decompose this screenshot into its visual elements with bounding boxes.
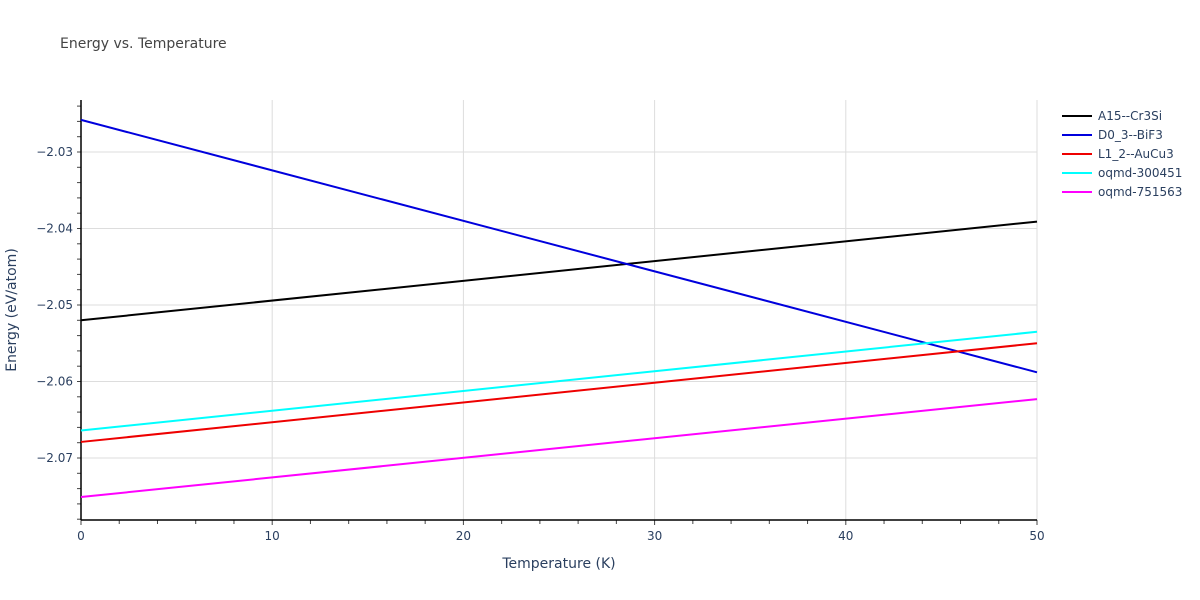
legend: A15--Cr3Si D0_3--BiF3 L1_2--AuCu3 oqmd-3004… xyxy=(1062,106,1182,201)
legend-item[interactable]: A15--Cr3Si xyxy=(1062,106,1182,125)
legend-item[interactable]: oqmd-751563 xyxy=(1062,182,1182,201)
legend-item[interactable]: D0_3--BiF3 xyxy=(1062,125,1182,144)
legend-swatch-icon xyxy=(1062,133,1092,136)
x-tick-label: 0 xyxy=(77,529,85,543)
legend-swatch-icon xyxy=(1062,190,1092,193)
y-tick-label: −2.03 xyxy=(36,145,73,159)
chart-title: Energy vs. Temperature xyxy=(60,36,227,52)
series-line-l1-2-aucu3[interactable] xyxy=(80,342,1038,443)
legend-swatch-icon xyxy=(1062,152,1092,155)
y-axis-title: Energy (eV/atom) xyxy=(4,248,20,372)
legend-label: oqmd-300451 xyxy=(1098,165,1183,180)
series-line-d0-3-bif3[interactable] xyxy=(80,118,1038,374)
x-tick-label: 30 xyxy=(647,529,662,543)
x-tick-label: 10 xyxy=(265,529,280,543)
legend-label: D0_3--BiF3 xyxy=(1098,127,1163,142)
x-axis-title: Temperature (K) xyxy=(501,556,615,572)
y-tick-label: −2.05 xyxy=(36,298,73,312)
legend-label: L1_2--AuCu3 xyxy=(1098,146,1174,161)
y-tick-label: −2.06 xyxy=(36,375,73,389)
x-tick-label: 20 xyxy=(456,529,471,543)
legend-swatch-icon xyxy=(1062,114,1092,117)
series-line-oqmd-300451[interactable] xyxy=(80,330,1038,432)
legend-item[interactable]: L1_2--AuCu3 xyxy=(1062,144,1182,163)
y-tick-label: −2.04 xyxy=(36,222,73,236)
legend-swatch-icon xyxy=(1062,171,1092,174)
y-tick-label: −2.07 xyxy=(36,451,73,465)
series-line-oqmd-751563[interactable] xyxy=(80,398,1038,499)
series-line-a15-cr3si[interactable] xyxy=(80,220,1038,322)
x-tick-label: 50 xyxy=(1029,529,1044,543)
x-tick-label: 40 xyxy=(838,529,853,543)
legend-label: oqmd-751563 xyxy=(1098,184,1183,199)
legend-item[interactable]: oqmd-300451 xyxy=(1062,163,1182,182)
legend-label: A15--Cr3Si xyxy=(1098,108,1163,123)
